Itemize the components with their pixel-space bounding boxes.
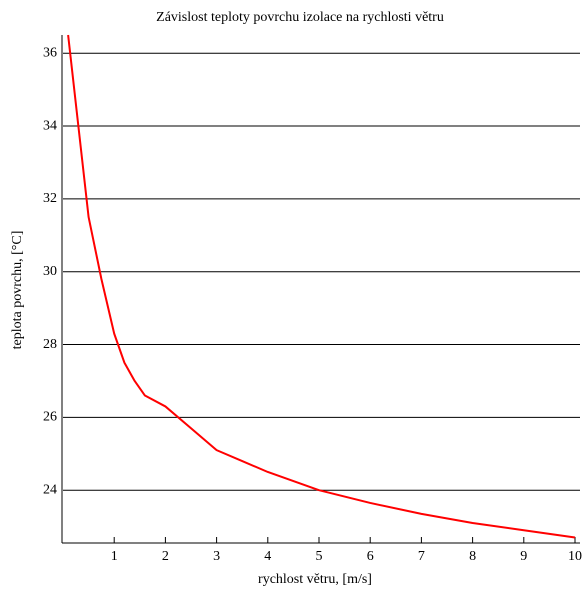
x-tick-label: 6 [367, 549, 374, 564]
y-tick-label: 34 [43, 118, 57, 133]
y-tick-label: 36 [43, 45, 57, 60]
x-tick-label: 9 [520, 549, 527, 564]
line [67, 34, 576, 539]
x-tick-label: 10 [568, 549, 582, 564]
y-tick-label: 32 [43, 191, 57, 206]
y-tick-label: 30 [43, 264, 57, 279]
y-axis-label: teplota povrchu, [°C] [10, 231, 25, 350]
y-tick-label: 24 [43, 482, 57, 497]
y-tick-label: 26 [43, 410, 57, 425]
x-tick-label: 2 [162, 549, 169, 564]
x-tick-label: 4 [264, 549, 271, 564]
x-tick-label: 1 [111, 549, 118, 564]
x-tick-label: 3 [213, 549, 220, 564]
x-tick-label: 5 [316, 549, 323, 564]
y-tick-label: 28 [43, 337, 57, 352]
x-axis-label: rychlost větru, [m/s] [258, 572, 372, 587]
x-tick-label: 8 [469, 549, 476, 564]
chart-title: Závislost teploty povrchu izolace na ryc… [156, 10, 444, 25]
x-tick-label: 7 [418, 549, 425, 564]
